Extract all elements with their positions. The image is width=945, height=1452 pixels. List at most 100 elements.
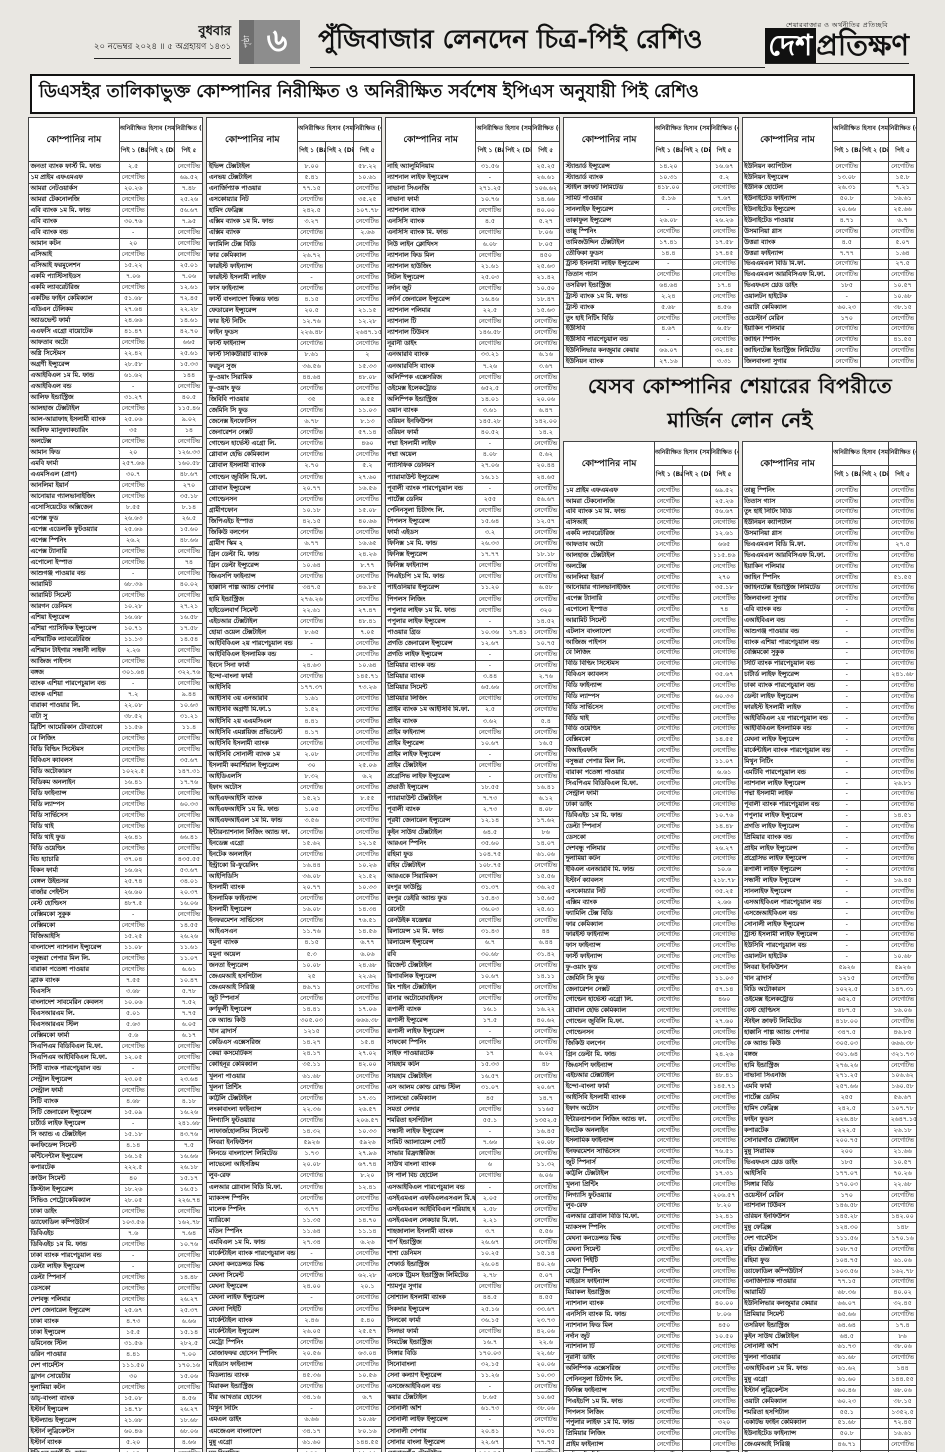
pe1-cell: ১০৮.৭৫ — [475, 859, 505, 873]
pe5-cell: ১০.৬৮ — [352, 1414, 382, 1427]
pe5-cell: নেগেটিভ — [888, 345, 917, 358]
pe5-cell: নেগেটিভ — [531, 1447, 561, 1452]
pe2-cell — [503, 782, 533, 795]
company-name-cell: ১ম প্রাইম এফএমএফ — [28, 172, 120, 184]
table-row: স্ট্যান্ডার্ড ব্যাংক ১০.৩১ ৫.২ — [563, 171, 739, 184]
company-name-cell: ওয়াটা কেমিক্যাল — [741, 301, 834, 314]
table-row: খুলনা প্রিন্টিং নেগেটিভ নেগেটিভ — [206, 1081, 382, 1094]
table-row: বিডিকম অনলাইন ১৬.৪১ ১৭.৭৬ — [28, 777, 204, 789]
pe5-cell: নেগেটিভ — [888, 1352, 917, 1365]
company-name-cell: ন্যাশনাল লাইফ ইন্স্যুরেন্স — [384, 172, 477, 185]
pe2-cell — [503, 671, 533, 684]
company-name-cell: এপোলো ইস্পাত — [563, 604, 655, 617]
pe2-cell — [146, 1305, 176, 1317]
pe2-cell — [146, 1162, 176, 1174]
pe1-cell: ৫.৬৩ — [118, 1019, 148, 1031]
pe5-cell: নেগেটিভ — [888, 1309, 917, 1321]
pe1-cell: - — [832, 701, 862, 714]
pe5-cell: ২৫.৬৬ — [888, 204, 917, 217]
pe2-cell — [146, 1228, 176, 1240]
table-row: আইডিএলসি ৮.৩২ ৬.২ — [206, 771, 382, 784]
pe5-cell: ২৫.০৬ — [352, 760, 382, 773]
pe1-cell: ৩৫ — [118, 425, 148, 437]
company-name-cell: আনলিমা ইয়ার্ন — [563, 571, 655, 584]
table-row: সোশ্যাল ইসলামী ব্যাংক ৪৪.৫ ৪.৫৫ — [384, 1292, 561, 1305]
pe1-cell: - — [475, 649, 505, 662]
company-name-cell: বঙ্গজ — [741, 1048, 834, 1061]
table-row: এসজেআইবিএল বন্ড - নেগেটিভ — [741, 907, 917, 920]
table-row: রহিম টেক্সটাইল ১০৮.৭৫ নেগেটিভ — [741, 1244, 917, 1256]
pe5-cell: ২৫.২৫ — [531, 160, 561, 174]
company-name-cell: নর্দান জুট — [384, 283, 477, 296]
company-name-cell: আইসিবি ইসলামী ব্যাংক — [206, 737, 299, 750]
table-row: ট্রাস্ট ইসলামী লাইফ ইন্স্যুরেন্স - নেগেটিভ — [741, 929, 917, 942]
pe5-cell: নেগেটিভ — [352, 981, 382, 995]
table-row: লাফার্জহোলসিম সিমেন্ট ১৪.৩২ ১০.৩৩ — [206, 1126, 382, 1139]
company-name-cell: বিডি সার্ভিসেস — [28, 810, 120, 822]
company-name-cell: দুলামিয়া কটন — [563, 853, 655, 866]
pe1-cell: ২৫.৬৬ — [118, 524, 148, 536]
company-name-cell: এসিআই — [28, 249, 120, 261]
pe1-cell: ১৬.৪৪ — [297, 859, 326, 873]
pe5-cell: নেগেটিভ — [888, 1135, 917, 1148]
pe1-cell: নেগেটিভ — [475, 249, 505, 262]
table-row: নূরানী ডাইং নেগেটিভ নেগেটিভ — [384, 338, 561, 351]
table-row: আরএন স্পিনিং ৩৫.৬০ ১৪.০৭ — [384, 837, 561, 850]
pe2-cell — [146, 1096, 176, 1108]
table-row: ফার্স্ট বাংলাদেশ ফিক্সড ফান্ড ৪.১৫ নেগেটিভ — [206, 294, 382, 307]
company-name-cell: খান ব্রাদার্স — [741, 973, 834, 985]
table-row: আরএকে সিরামিকস নেগেটিভ ১৫.৫৬ — [384, 870, 561, 884]
pe1-cell: নেগেটিভ — [653, 973, 683, 985]
table-row: একটিভ ফাইন কেমিক্যাল ৫১.৬৮ ৭২.৪৫ — [28, 293, 204, 305]
pe2-cell — [146, 546, 176, 558]
pe1-cell: নেগেটিভ — [118, 172, 148, 184]
pe1-cell: ১.৬৭ — [118, 1448, 148, 1452]
pe5-cell: ৪২.৭০ — [174, 326, 204, 338]
pe1-cell: ১৭.৭৭ — [475, 549, 505, 562]
pe5-cell: নেগেটিভ — [888, 897, 917, 909]
table-row: রূপালী লাইফ ইন্স্যুরেন্স - নেগেটিভ — [741, 864, 917, 877]
pe5-cell: ৭.৬৭ — [709, 193, 739, 206]
pe5-cell: ১৪২.০০ — [888, 1211, 917, 1224]
pe1-cell: ১২১৫ — [297, 1026, 326, 1039]
pe1-cell: নেগেটিভ — [118, 337, 148, 349]
pe1-cell: - — [832, 766, 862, 779]
pe5-cell: ১৪৫.৭১ — [352, 671, 382, 684]
pe1-cell: নেগেটিভ — [653, 777, 683, 790]
pe2-cell — [860, 204, 890, 217]
table-row: হাইডেলবার্গ সিমেন্ট ২২.৬১ ২৭.৪৭ — [206, 604, 382, 617]
pe5-cell: ৬২.২৮ — [352, 1270, 382, 1283]
company-name-cell: মুন্নু সিরামিক — [206, 1447, 299, 1452]
pe2-cell — [503, 804, 533, 817]
table-row: বেক্সিমকো নেগেটিভ ১৪.৫৫ — [563, 734, 739, 747]
pe5-cell: ১৭.৪৫ — [709, 247, 739, 260]
pe5-cell: নেগেটিভ — [352, 294, 382, 307]
company-name-cell: রূপালী ইন্স্যুরেন্স — [384, 1015, 477, 1028]
pe1-cell: নেগেটিভ — [653, 1298, 683, 1311]
pe5-cell: নেগেটিভ — [709, 1222, 739, 1235]
table-row: পদ্মা ইসলামী লাইফ - নেগেটিভ — [741, 788, 917, 801]
pe1-cell: নেগেটিভ — [653, 723, 683, 736]
table-row: ঢাকা ব্যাংক ৪.৭৩ ৬.৬৬ — [28, 1316, 204, 1328]
pe1-cell: ৩০.৭ — [118, 469, 148, 481]
pe2-cell — [324, 338, 354, 351]
pe1-cell: নেগেটিভ — [653, 1027, 683, 1040]
company-name-cell: ঢাকা ব্যাংক পারপেচুয়াল বন্ড — [28, 1250, 120, 1262]
company-name-cell: ফ্যামিলি টেক্স বিডি — [206, 238, 299, 251]
pe2-cell — [681, 734, 711, 747]
table-row: মিথুন নিটিং - নেগেটিভ — [741, 756, 917, 768]
pe5-cell: ১৩৫২.৫ — [888, 1406, 917, 1419]
pe1-cell: ১৫.২১ — [297, 793, 326, 806]
pe5-cell: ৬৮.০৬ — [174, 1426, 204, 1438]
pe2-cell — [146, 1448, 176, 1452]
pe2-cell — [324, 615, 354, 628]
pe1-cell: ৫০.৮ — [832, 193, 862, 206]
table-row: ডেল্টা লাইফ ইন্স্যুরেন্স - নেগেটিভ — [28, 1261, 204, 1273]
company-name-cell: বাংলাদেশ সাবমেরিন কেবলস — [28, 997, 120, 1009]
table-row: অলটেক্স নেগেটিভ নেগেটিভ — [28, 436, 204, 448]
pe1-cell: নেগেটিভ — [118, 491, 148, 503]
pe1-cell: ৪.৬৭ — [653, 323, 683, 336]
table-row: ম্যাকসন্স স্পিনিং নেগেটিভ নেগেটিভ — [563, 1222, 739, 1235]
pe1-cell: ৪.১৫ — [297, 294, 326, 307]
pe5-cell: নেগেটিভ — [709, 853, 739, 866]
